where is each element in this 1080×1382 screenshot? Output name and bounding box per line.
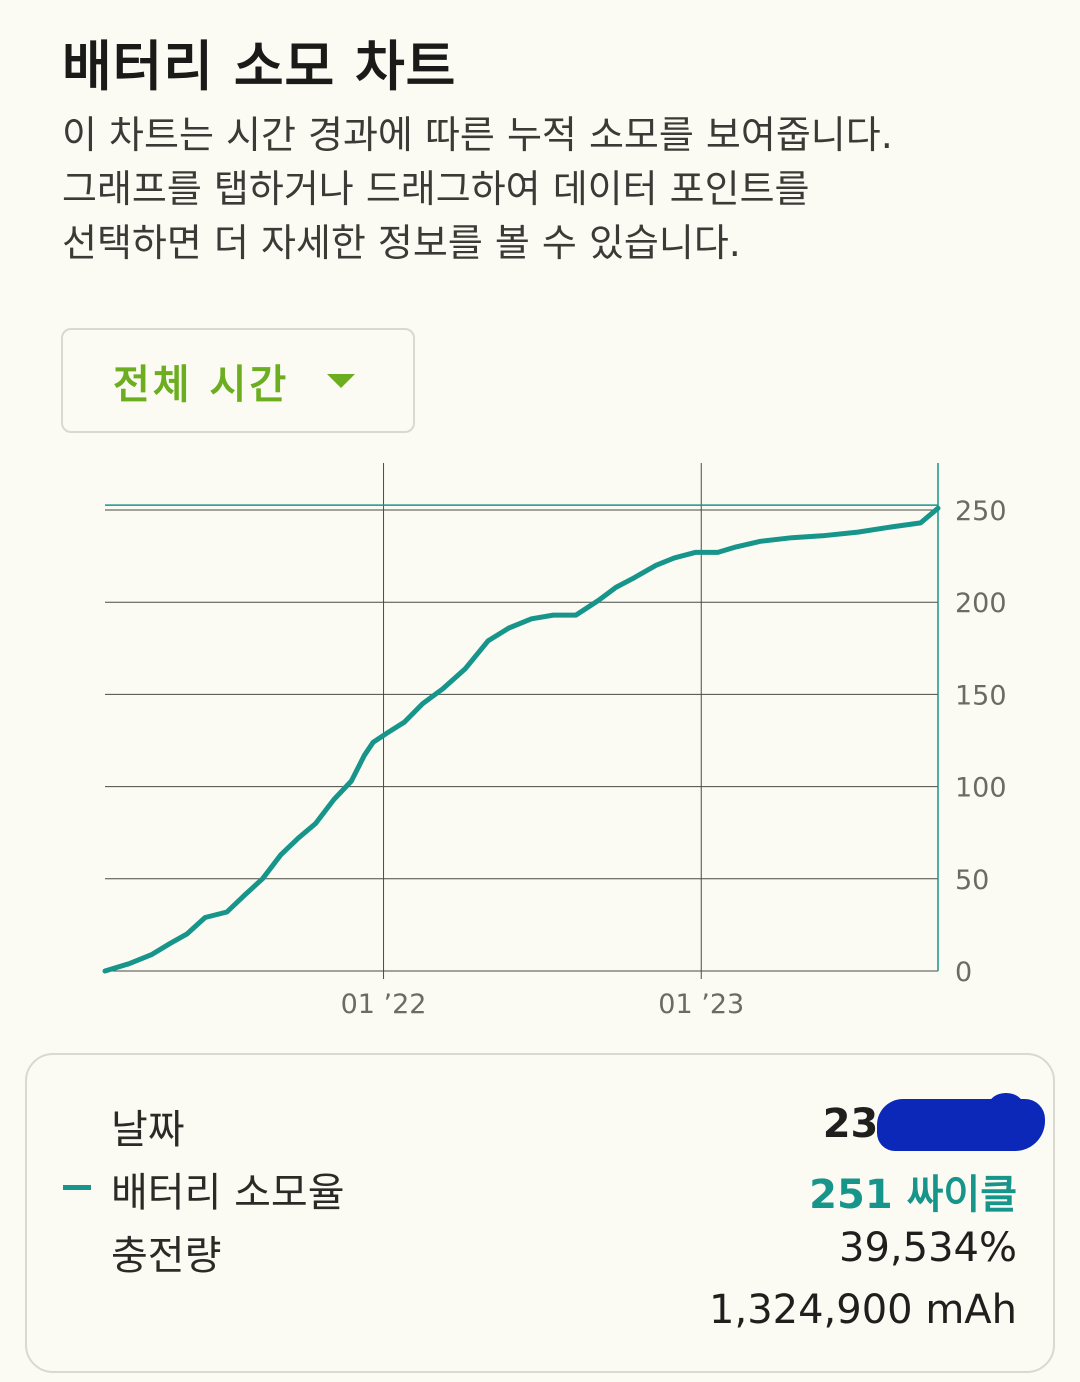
- data-point: [103, 969, 107, 973]
- page-title: 배터리 소모 차트: [62, 35, 457, 98]
- data-point: [716, 550, 720, 554]
- data-point: [507, 626, 511, 630]
- data-point: [402, 720, 406, 724]
- y-tick-label: 100: [955, 773, 1007, 804]
- data-point: [936, 506, 940, 510]
- redaction-mark-tip: [989, 1093, 1023, 1117]
- data-point: [856, 530, 860, 534]
- y-tick-label: 0: [955, 957, 972, 988]
- data-point: [614, 585, 618, 589]
- data-point: [693, 550, 697, 554]
- data-point: [279, 853, 283, 857]
- charge-label: 충전량: [111, 1233, 222, 1279]
- data-point: [421, 702, 425, 706]
- data-point: [530, 617, 534, 621]
- data-point: [332, 798, 336, 802]
- data-point: [551, 613, 555, 617]
- data-point: [820, 534, 824, 538]
- data-point: [185, 932, 189, 936]
- series-line: [102, 505, 941, 974]
- data-point: [168, 941, 172, 945]
- data-point: [672, 556, 676, 560]
- data-point: [150, 952, 154, 956]
- data-point: [919, 521, 923, 525]
- description-line-1: 이 차트는 시간 경과에 따른 누적 소모를 보여줍니다.: [62, 113, 893, 157]
- data-point: [225, 910, 229, 914]
- charge-mah-value: 1,324,900 mAh: [709, 1287, 1017, 1333]
- series-value: 251 싸이클: [809, 1172, 1017, 1218]
- charge-percent-value: 39,534%: [839, 1225, 1017, 1271]
- data-point: [574, 613, 578, 617]
- x-tick-label: 01 ’22: [341, 989, 427, 1020]
- description-line-2: 그래프를 탭하거나 드래그하여 데이터 포인트를: [62, 167, 810, 211]
- data-point: [203, 916, 207, 920]
- y-tick-label: 50: [955, 865, 989, 896]
- y-tick-label: 150: [955, 680, 1007, 711]
- data-point: [349, 779, 353, 783]
- data-point: [790, 536, 794, 540]
- y-tick-label: 250: [955, 496, 1007, 527]
- data-point: [758, 539, 762, 543]
- data-point: [296, 836, 300, 840]
- data-point: [463, 667, 467, 671]
- data-point: [597, 598, 601, 602]
- data-point: [486, 639, 490, 643]
- y-tick-label: 200: [955, 588, 1007, 619]
- data-point: [261, 877, 265, 881]
- data-point: [654, 563, 658, 567]
- data-point: [127, 962, 131, 966]
- data-point: [892, 525, 896, 529]
- date-label: 날짜: [111, 1107, 185, 1153]
- chart-description: 이 차트는 시간 경과에 따른 누적 소모를 보여줍니다. 그래프를 탭하거나 …: [62, 108, 1042, 270]
- series-legend-marker: [63, 1185, 91, 1190]
- data-point: [242, 893, 246, 897]
- description-line-3: 선택하면 더 자세한 정보를 볼 수 있습니다.: [62, 221, 741, 265]
- time-range-label: 전체 시간: [113, 361, 290, 408]
- detail-panel: 날짜 23/ 배터리 소모율 251 싸이클 충전량 39,534% 1,324…: [25, 1053, 1055, 1373]
- data-point: [441, 687, 445, 691]
- data-point: [631, 576, 635, 580]
- data-point: [362, 753, 366, 757]
- x-tick-label: 01 ’23: [658, 989, 744, 1020]
- data-point: [734, 545, 738, 549]
- data-point: [385, 731, 389, 735]
- data-point: [371, 740, 375, 744]
- series-label: 배터리 소모율: [111, 1170, 345, 1216]
- data-point: [314, 821, 318, 825]
- dropdown-arrow-icon: [327, 373, 356, 388]
- time-range-dropdown[interactable]: 전체 시간: [61, 328, 415, 433]
- battery-usage-chart[interactable]: 0 50 100 150 200 250 01 ’22 01 ’23: [0, 440, 1080, 1040]
